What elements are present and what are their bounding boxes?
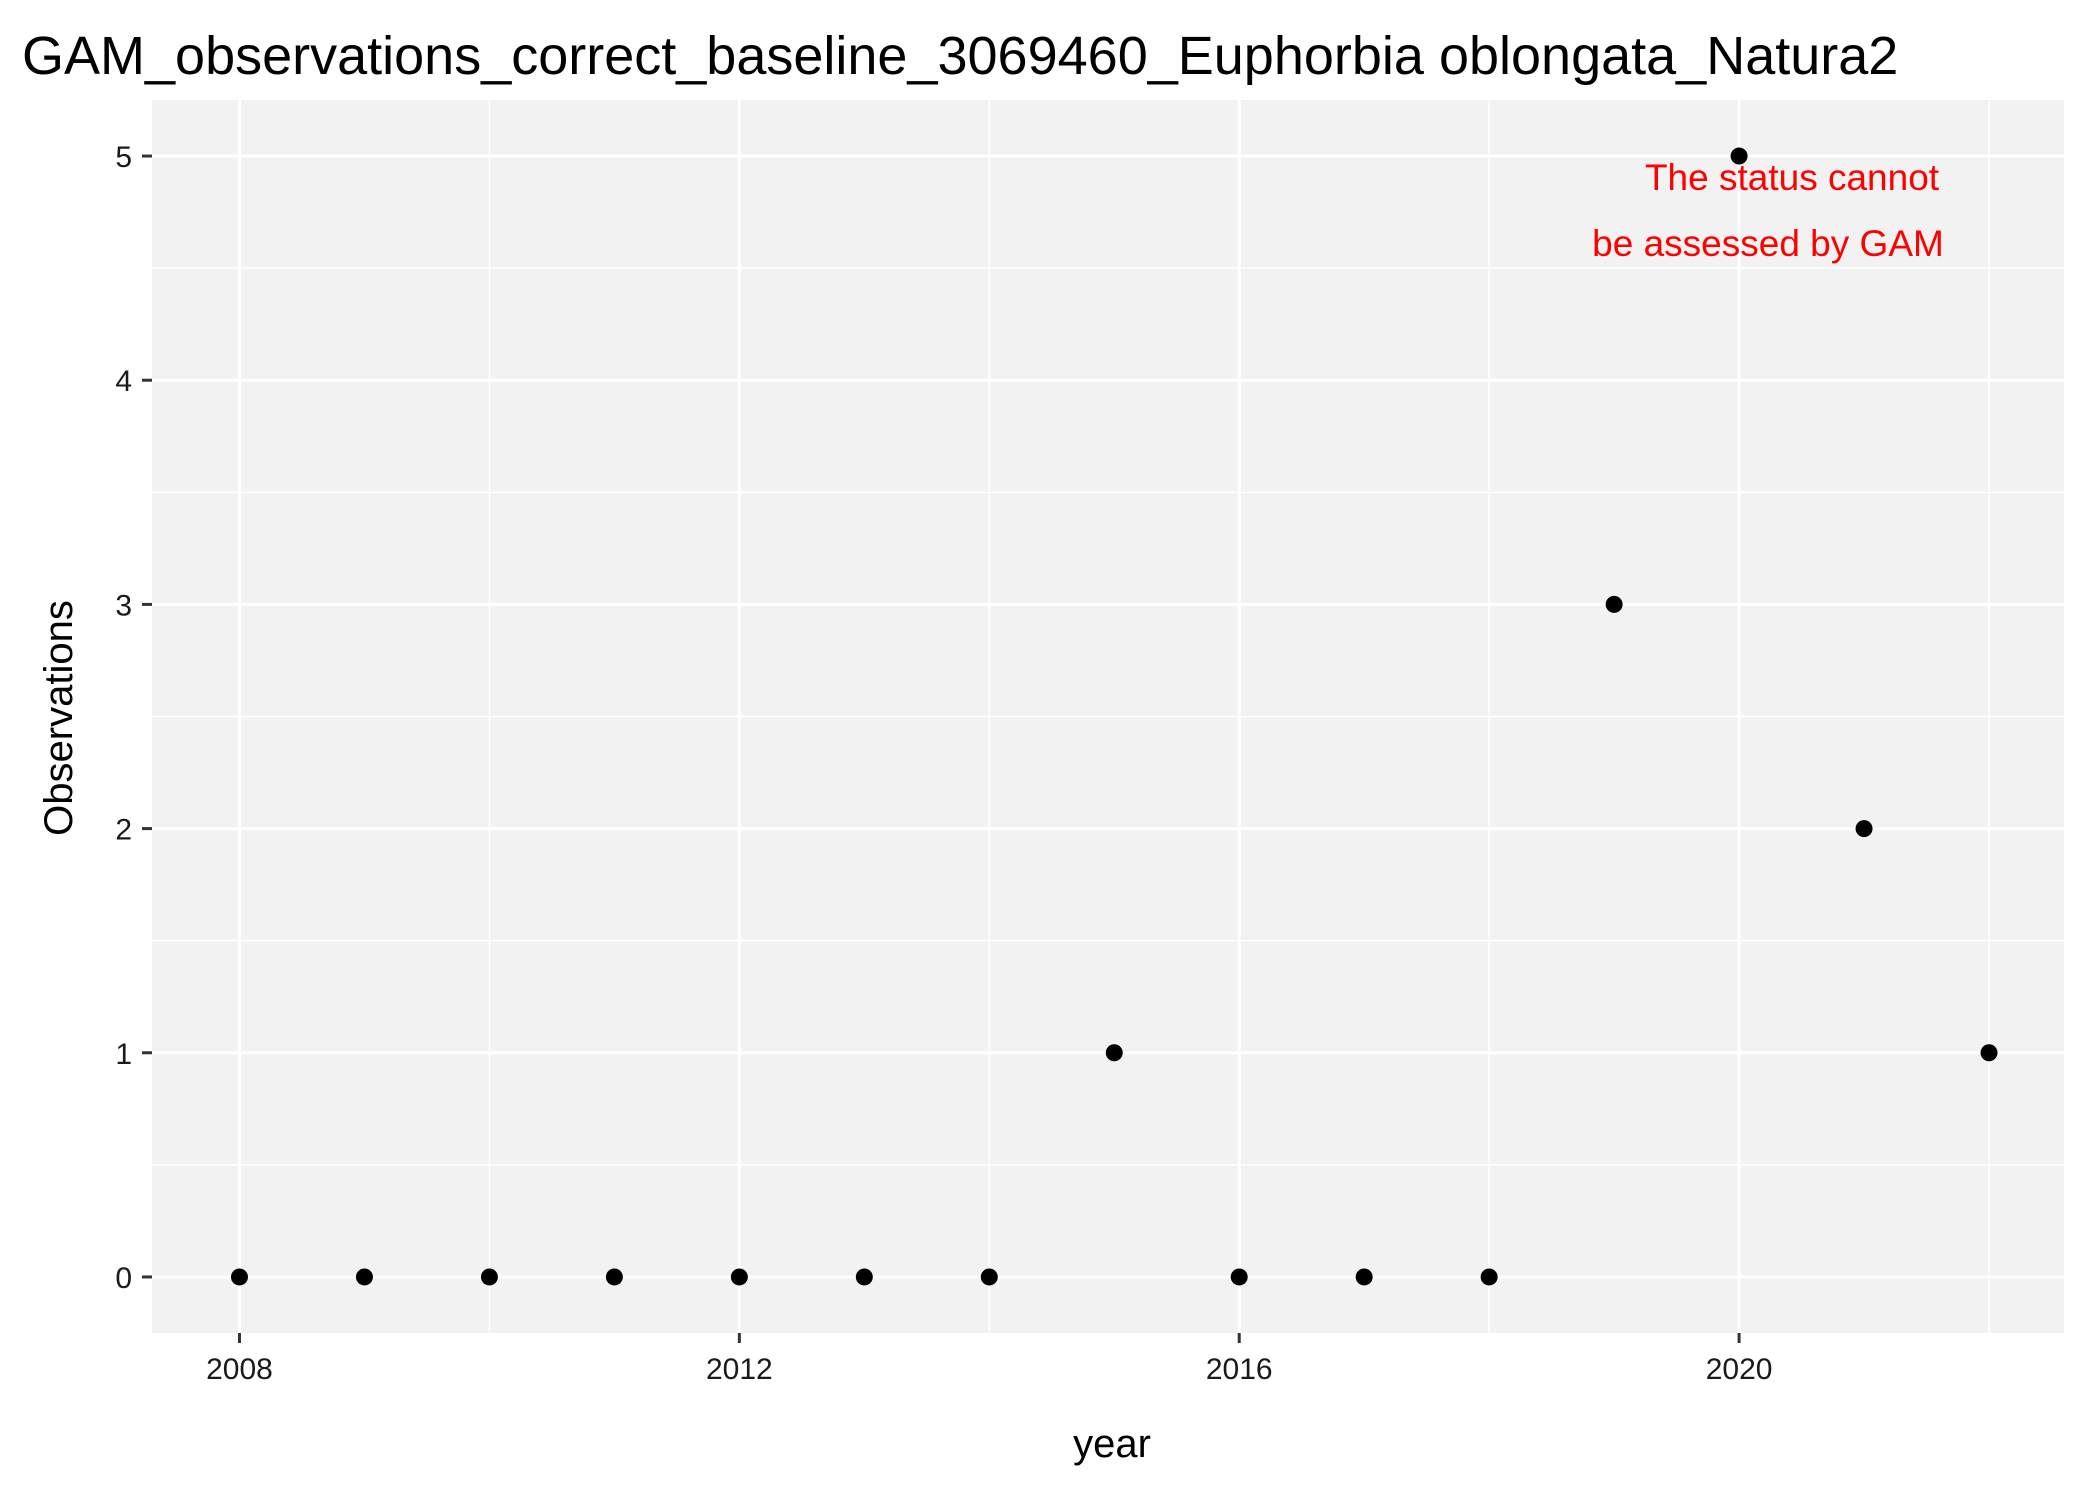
chart-title: GAM_observations_correct_baseline_306946…: [22, 26, 1898, 86]
y-axis-title: Observations: [37, 600, 81, 836]
x-tick-labels: 2008 2012 2016 2020: [206, 1353, 1772, 1386]
data-points: [230, 147, 1998, 1286]
y-tick-label: 2: [115, 814, 132, 847]
y-tick-labels: 0 1 2 3 4 5: [115, 141, 132, 1295]
data-point: [1480, 1268, 1498, 1286]
data-point: [855, 1268, 873, 1286]
x-tick-label: 2016: [1206, 1353, 1273, 1386]
x-tick-label: 2020: [1706, 1353, 1773, 1386]
data-point: [1105, 1044, 1123, 1062]
data-point: [730, 1268, 748, 1286]
data-point: [1730, 147, 1748, 165]
data-point: [480, 1268, 498, 1286]
y-tick-label: 3: [115, 589, 132, 622]
data-point: [1605, 595, 1623, 613]
data-point: [1355, 1268, 1373, 1286]
data-point: [605, 1268, 623, 1286]
y-tick-label: 0: [115, 1262, 132, 1295]
x-tick-label: 2008: [206, 1353, 273, 1386]
y-tick-label: 5: [115, 141, 132, 174]
data-point: [230, 1268, 248, 1286]
data-point: [1230, 1268, 1248, 1286]
y-tick-label: 4: [115, 365, 132, 398]
annotation-line-2: be assessed by GAM: [1592, 223, 1944, 264]
annotation-line-1: The status cannot: [1645, 157, 1940, 198]
axis-ticks: [142, 154, 1741, 1343]
data-point: [355, 1268, 373, 1286]
minor-gridlines: [152, 100, 2064, 1333]
x-tick-label: 2012: [706, 1353, 773, 1386]
data-point: [1980, 1044, 1998, 1062]
x-axis-title: year: [1073, 1422, 1151, 1466]
y-tick-label: 1: [115, 1038, 132, 1071]
data-point: [1855, 820, 1873, 838]
data-point: [980, 1268, 998, 1286]
